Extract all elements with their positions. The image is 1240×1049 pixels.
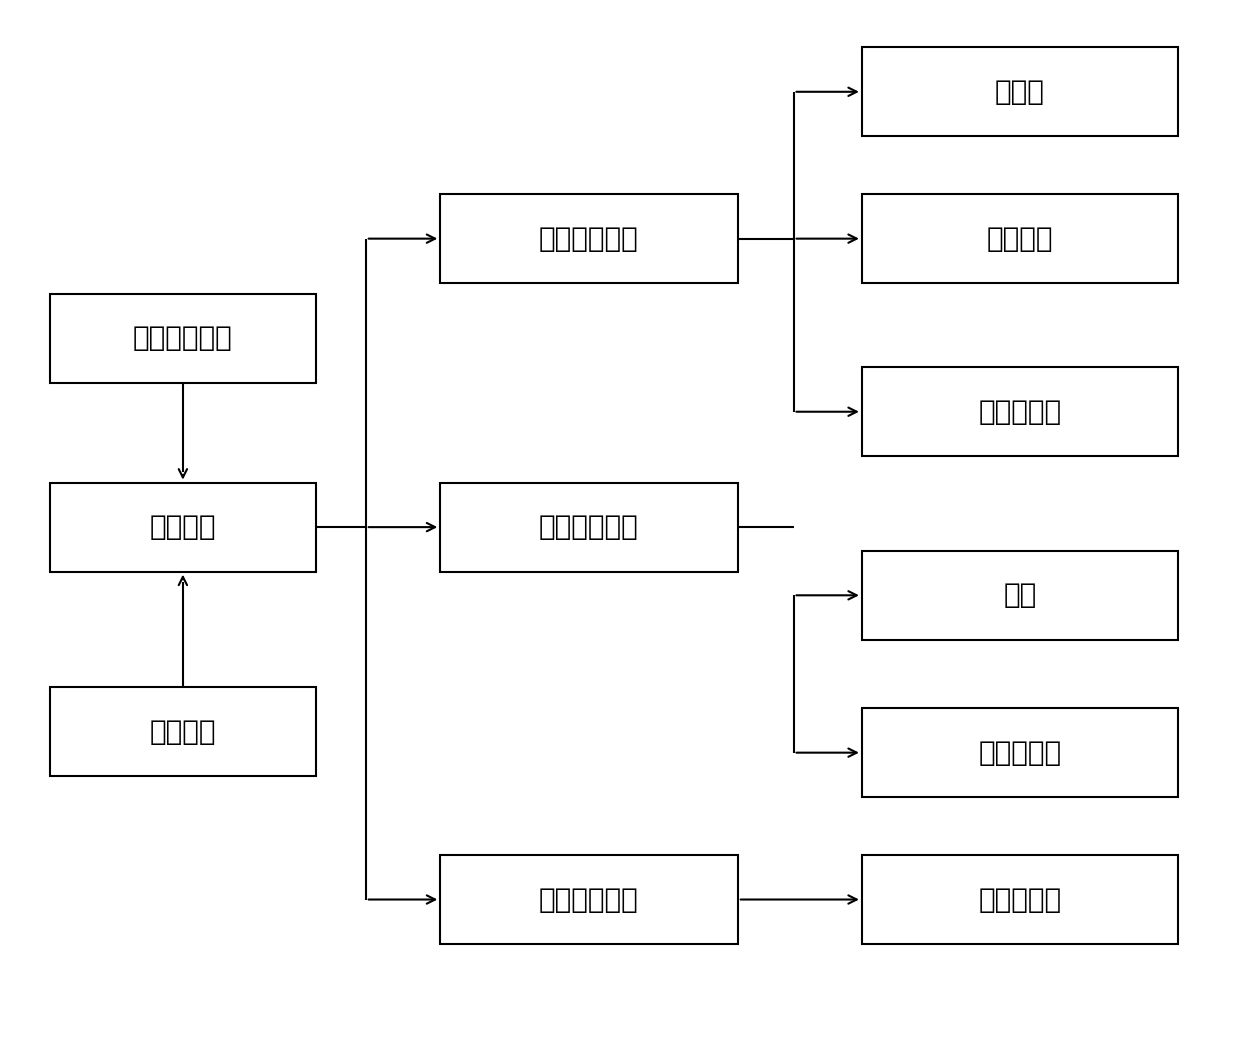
Text: 压缩机: 压缩机 [994,78,1045,106]
Bar [862,194,1178,283]
Text: 气泵: 气泵 [1003,581,1037,609]
Bar [50,483,316,572]
Bar [50,294,316,383]
Bar [440,194,738,283]
Text: 主控单元: 主控单元 [150,513,216,541]
Text: 冷凝器风机: 冷凝器风机 [978,885,1061,914]
Text: 温度采集单元: 温度采集单元 [133,324,233,352]
Bar [862,708,1178,797]
Bar [862,551,1178,640]
Text: 制冷循环模式: 制冷循环模式 [539,224,639,253]
Bar [50,687,316,776]
Bar [862,367,1178,456]
Text: 气泵循环模式: 气泵循环模式 [539,513,639,541]
Bar [440,483,738,572]
Bar [862,47,1178,136]
Text: 自然循环模式: 自然循环模式 [539,885,639,914]
Text: 节流装置: 节流装置 [987,224,1053,253]
Text: 室内负荷: 室内负荷 [150,718,216,746]
Bar [862,855,1178,944]
Text: 冷凝器风机: 冷凝器风机 [978,398,1061,426]
Bar [440,855,738,944]
Text: 冷凝器风机: 冷凝器风机 [978,738,1061,767]
